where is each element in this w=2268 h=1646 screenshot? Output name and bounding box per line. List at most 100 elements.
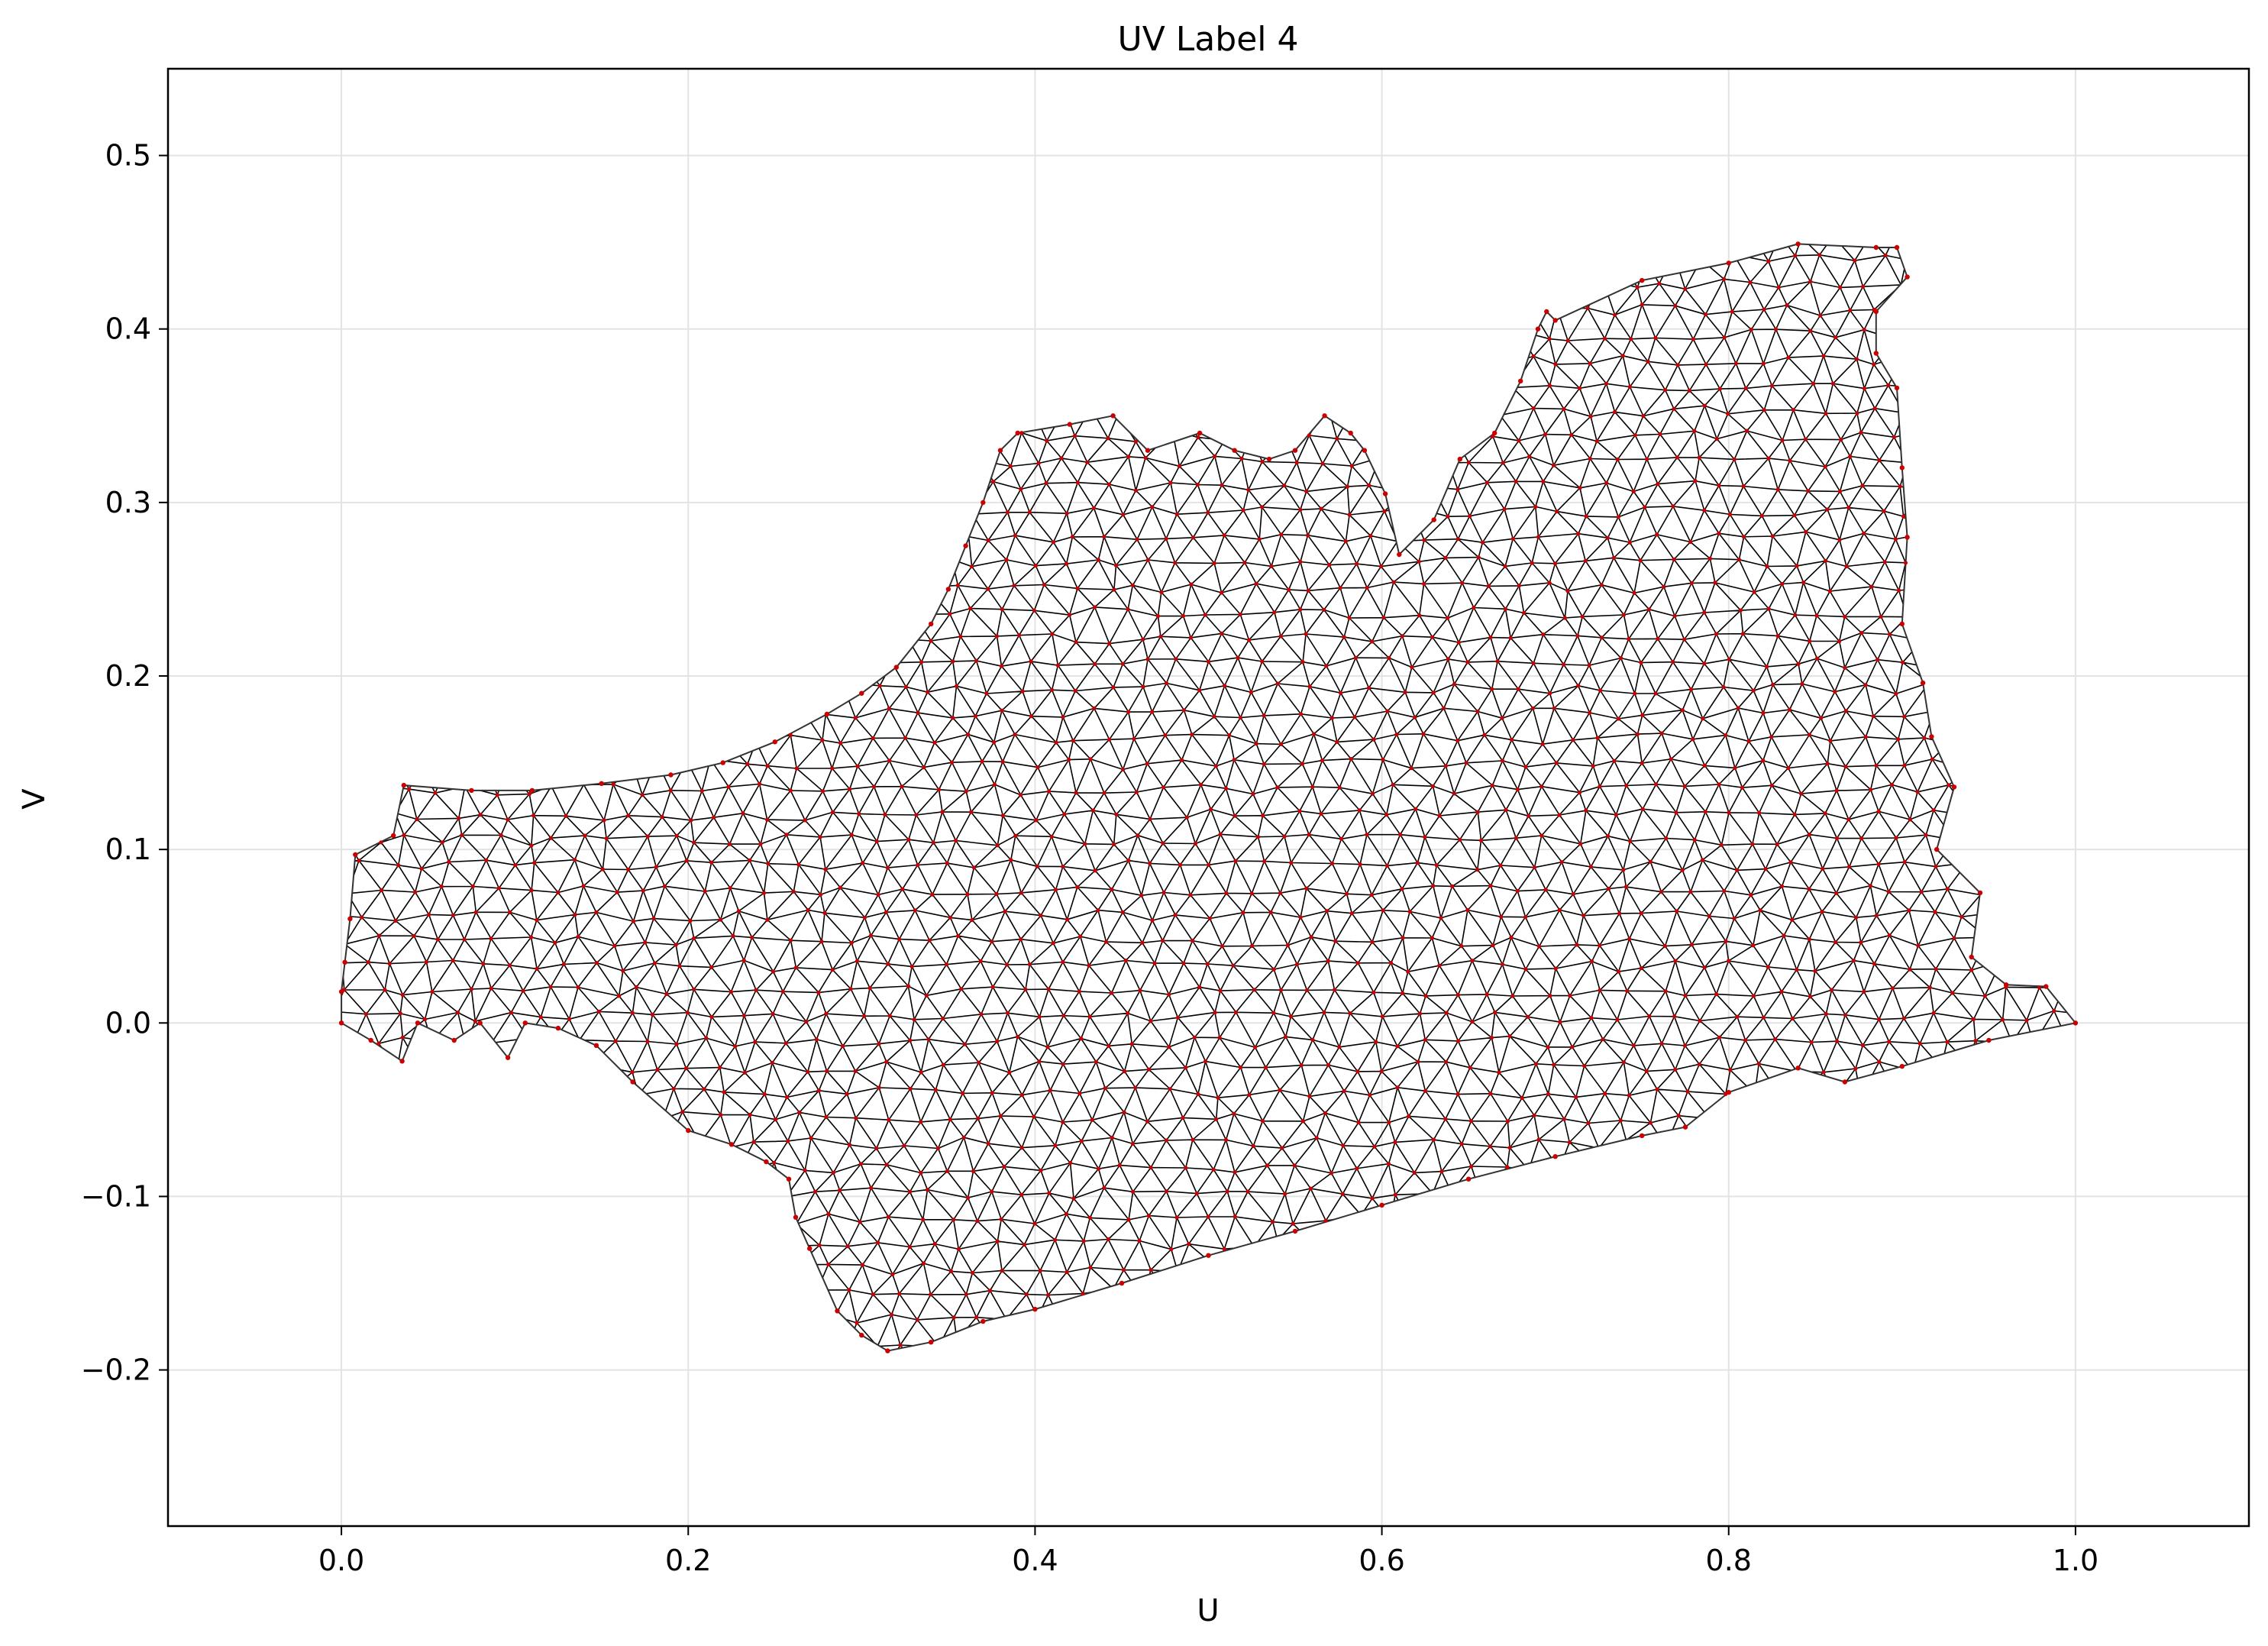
mesh-vertex (862, 1014, 867, 1018)
mesh-vertex (1888, 632, 1892, 637)
mesh-vertex (1249, 891, 1254, 896)
mesh-vertex (1872, 962, 1877, 966)
mesh-vertex (995, 1039, 1000, 1043)
boundary-vertex (1969, 954, 1974, 960)
mesh-vertex (1045, 1045, 1050, 1049)
mesh-vertex (1020, 689, 1025, 694)
mesh-vertex (824, 1114, 829, 1120)
mesh-vertex (986, 587, 990, 591)
mesh-vertex (668, 788, 673, 793)
boundary-vertex (593, 1043, 599, 1049)
mesh-vertex (1152, 961, 1157, 965)
mesh-vertex (1568, 994, 1572, 998)
mesh-vertex (1505, 1165, 1510, 1169)
mesh-vertex (1848, 454, 1853, 459)
mesh-vertex (1646, 359, 1650, 364)
mesh-vertex (1112, 587, 1116, 592)
mesh-vertex (1319, 811, 1323, 816)
mesh-vertex (1594, 439, 1599, 444)
mesh-vertex (1439, 1169, 1444, 1174)
mesh-vertex (1146, 1067, 1151, 1072)
mesh-vertex (1598, 988, 1602, 992)
mesh-vertex (1837, 538, 1842, 542)
mesh-vertex (1054, 888, 1058, 892)
mesh-vertex (1702, 763, 1707, 768)
mesh-vertex (887, 1014, 892, 1018)
mesh-vertex (921, 1218, 926, 1222)
mesh-vertex (1365, 585, 1369, 590)
mesh-vertex (1728, 1068, 1733, 1072)
mesh-vertex (1859, 631, 1864, 635)
mesh-vertex (1576, 684, 1581, 688)
mesh-vertex (1203, 1059, 1208, 1064)
mesh-vertex (645, 1039, 650, 1044)
mesh-vertex (1206, 1214, 1210, 1219)
mesh-vertex (1795, 564, 1799, 568)
mesh-vertex (1916, 943, 1921, 948)
mesh-vertex (974, 1315, 979, 1320)
mesh-vertex (400, 1035, 405, 1040)
mesh-vertex (1107, 1043, 1111, 1048)
mesh-vertex (1485, 480, 1490, 485)
mesh-vertex (1150, 710, 1155, 714)
mesh-vertex (1019, 431, 1024, 435)
x-tick-label: 0.2 (665, 1544, 711, 1577)
mesh-vertex (1874, 763, 1879, 768)
mesh-vertex (1908, 817, 1912, 822)
mesh-vertex (1659, 731, 1664, 736)
mesh-vertex (1174, 657, 1178, 661)
mesh-vertex (1793, 613, 1798, 617)
mesh-vertex (2052, 1008, 2056, 1014)
mesh-vertex (1291, 1221, 1295, 1226)
mesh-vertex (457, 816, 461, 820)
mesh-vertex (1173, 561, 1178, 565)
mesh-vertex (1096, 558, 1100, 562)
mesh-vertex (513, 863, 518, 868)
mesh-vertex (1552, 561, 1558, 566)
boundary-vertex (1552, 1154, 1558, 1159)
mesh-vertex (1126, 1218, 1131, 1222)
mesh-vertex (1136, 833, 1140, 838)
mesh-vertex (1748, 280, 1753, 285)
mesh-vertex (1639, 660, 1643, 665)
mesh-vertex (1468, 1066, 1472, 1070)
mesh-vertex (741, 958, 746, 962)
mesh-vertex (626, 867, 631, 872)
mesh-vertex (931, 840, 935, 845)
mesh-vertex (1541, 632, 1546, 637)
mesh-vertex (1761, 1015, 1766, 1020)
mesh-vertex (1446, 616, 1450, 620)
mesh-vertex (925, 1188, 930, 1192)
mesh-vertex (753, 1040, 758, 1044)
mesh-vertex (1825, 507, 1830, 512)
mesh-vertex (1345, 891, 1349, 896)
mesh-vertex (1355, 961, 1360, 965)
mesh-vertex (1067, 758, 1071, 762)
mesh-vertex (1769, 783, 1774, 787)
mesh-vertex (1285, 943, 1291, 948)
mesh-vertex (1387, 655, 1391, 661)
mesh-vertex (1241, 910, 1245, 915)
mesh-vertex (1065, 1269, 1069, 1275)
mesh-vertex (1567, 1140, 1572, 1145)
boundary-vertex (338, 989, 344, 994)
mesh-vertex (1724, 939, 1728, 943)
boundary-vertex (1535, 326, 1541, 331)
mesh-vertex (1117, 1163, 1122, 1168)
mesh-vertex (1297, 809, 1302, 813)
mesh-vertex (1288, 1014, 1294, 1019)
mesh-vertex (1508, 635, 1513, 640)
mesh-vertex (1691, 337, 1695, 341)
mesh-vertex (1131, 1189, 1136, 1194)
mesh-vertex (1659, 1041, 1664, 1046)
mesh-vertex (1070, 535, 1074, 539)
mesh-vertex (1517, 584, 1521, 588)
mesh-vertex (702, 1087, 706, 1091)
mesh-vertex (1133, 488, 1138, 493)
mesh-vertex (1271, 1220, 1275, 1224)
mesh-vertex (1355, 1166, 1359, 1171)
mesh-vertex (1207, 659, 1211, 664)
mesh-vertex (1051, 941, 1055, 946)
mesh-vertex (1223, 1137, 1229, 1142)
mesh-vertex (1588, 414, 1593, 419)
